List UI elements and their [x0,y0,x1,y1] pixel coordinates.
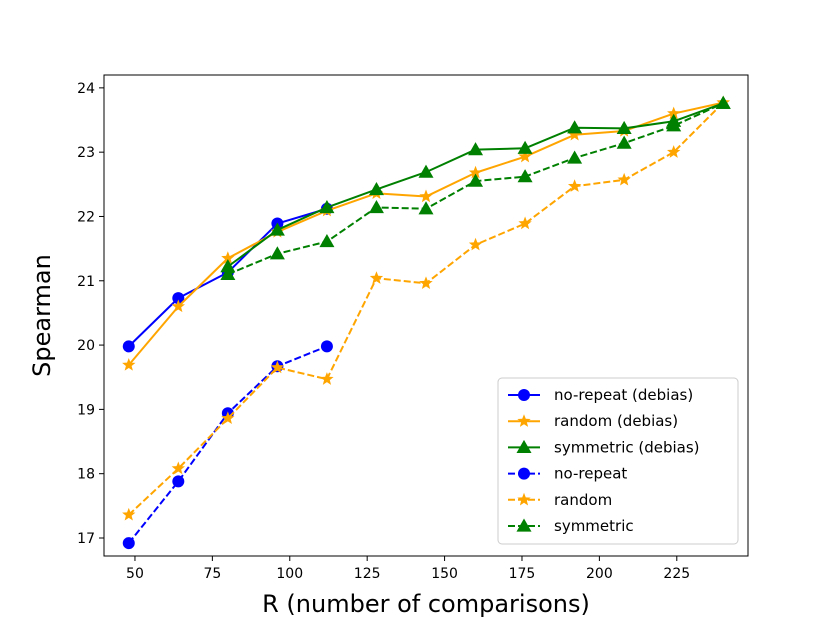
legend-label: random (debias) [554,412,678,430]
data-point [715,95,731,109]
data-point [517,169,533,183]
data-point [419,189,433,203]
series-random-debias [122,95,730,371]
plot-area [122,95,731,550]
y-tick-label: 21 [77,274,95,290]
data-point [418,201,434,215]
legend-item-symmetric-debias: symmetric (debias) [508,438,700,456]
data-point [419,276,433,290]
data-point [368,181,384,196]
data-point [667,145,681,158]
data-point [320,372,334,385]
data-point [319,234,335,248]
data-point [666,118,682,132]
legend-item-symmetric: symmetric [508,517,634,535]
x-tick-label: 100 [276,566,303,582]
legend-marker [516,518,532,532]
data-point [518,149,532,163]
data-point [616,120,632,134]
data-point [418,164,434,178]
x-axis-label: R (number of comparisons) [262,590,590,618]
legend-item-random: random [508,491,612,509]
legend-box [497,377,739,545]
data-point [468,142,484,156]
data-point [220,266,236,280]
data-point [221,251,235,264]
data-point [567,127,582,141]
y-tick-label: 20 [77,338,95,354]
data-point [468,173,484,187]
y-tick-label: 18 [77,467,95,483]
x-tick-label: 150 [431,566,458,582]
y-tick-label: 23 [77,145,95,161]
data-point [172,292,185,305]
data-point [468,165,483,179]
data-point [122,537,135,550]
legend-marker [518,467,530,480]
series-symmetric [220,95,731,280]
y-tick-label: 17 [77,531,95,547]
x-tick-label: 225 [663,566,690,582]
series-line [127,345,328,544]
data-point [122,507,136,521]
x-tick-label: 75 [203,566,221,582]
x-tick-label: 175 [509,566,536,582]
x-tick-label: 125 [354,566,381,582]
data-point [368,199,384,214]
legend: no-repeat (debias) random (debias) symmetr… [497,377,739,545]
data-point [221,411,235,425]
x-tick-label: 50 [126,566,144,582]
legend-marker [518,389,530,401]
data-point [667,106,681,120]
data-point [269,246,285,260]
legend-marker [517,414,531,427]
y-axis-label: Spearman [28,254,56,377]
data-point [269,222,285,236]
legend-label: no-repeat (debias) [554,386,693,404]
data-point [567,150,583,164]
series-line [128,101,724,366]
y-tick-label: 19 [77,402,95,418]
data-point [567,120,583,134]
data-point [171,299,185,313]
data-point [172,475,185,488]
legend-label: symmetric (debias) [554,438,700,456]
series-line [227,102,724,276]
legend-marker [517,492,531,506]
series-no-repeat [122,340,333,550]
data-point [468,237,483,251]
data-point [369,271,384,284]
data-point [122,358,136,371]
data-point [518,216,532,230]
data-point [122,340,135,353]
y-tick-label: 24 [77,81,95,97]
legend-item-no-repeat: no-repeat [508,465,627,483]
data-point [517,140,533,154]
data-point [220,259,236,273]
legend-label: symmetric [554,517,634,535]
legend-label: no-repeat [554,465,627,483]
data-point [567,179,582,192]
data-point [320,340,333,353]
legend-label: random [554,491,612,509]
data-point [171,461,185,475]
axes: 50 75 100 125 150 175 200 225 17 18 19 20 21 22 23 24 [77,81,690,582]
data-point [270,360,285,374]
data-point [617,172,631,186]
legend-item-random-debias: random (debias) [508,412,678,430]
data-point [319,199,335,214]
y-tick-label: 22 [77,209,95,225]
x-tick-label: 200 [586,566,613,582]
data-point [616,135,632,149]
series-random [122,95,730,521]
axes-frame [103,74,749,557]
legend-marker [516,439,532,454]
legend-item-no-repeat-debias: no-repeat (debias) [508,386,693,404]
